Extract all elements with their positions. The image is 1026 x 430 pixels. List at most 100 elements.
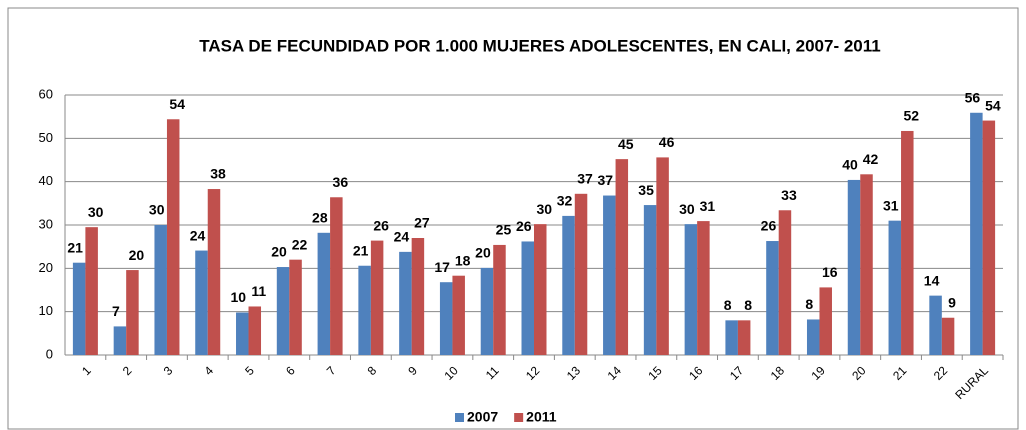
y-tick-label: 40 bbox=[39, 173, 53, 188]
data-label: 54 bbox=[985, 97, 1001, 113]
x-tick-label: 14 bbox=[605, 363, 625, 383]
x-tick-label: 4 bbox=[201, 363, 216, 378]
legend-swatch bbox=[514, 413, 524, 422]
bar bbox=[113, 326, 127, 355]
data-label: 20 bbox=[129, 247, 145, 263]
x-tick-label: 13 bbox=[564, 363, 584, 383]
bar bbox=[941, 317, 955, 355]
y-tick-label: 20 bbox=[39, 260, 53, 275]
data-label: 46 bbox=[659, 134, 675, 150]
bar bbox=[248, 306, 262, 355]
bar bbox=[603, 195, 616, 355]
data-label: 7 bbox=[112, 303, 120, 319]
bar bbox=[154, 225, 167, 355]
x-tick-label: 1 bbox=[79, 363, 94, 378]
legend-swatch bbox=[455, 413, 464, 422]
y-tick-label: 0 bbox=[46, 346, 53, 361]
bar bbox=[72, 262, 86, 355]
bar bbox=[289, 259, 302, 355]
data-label: 21 bbox=[353, 242, 369, 258]
data-label: 54 bbox=[169, 96, 185, 112]
data-label: 32 bbox=[557, 193, 573, 209]
bar bbox=[330, 197, 343, 355]
data-label: 27 bbox=[414, 215, 430, 231]
data-label: 8 bbox=[724, 297, 732, 313]
bar bbox=[562, 215, 575, 355]
bar bbox=[697, 221, 710, 355]
bar bbox=[970, 112, 983, 356]
x-tick-label: 12 bbox=[523, 363, 543, 383]
data-label: 37 bbox=[577, 171, 593, 187]
bar bbox=[656, 157, 669, 355]
data-label: 31 bbox=[700, 198, 716, 214]
data-label: 10 bbox=[230, 289, 246, 305]
bar bbox=[521, 241, 534, 355]
bar bbox=[439, 282, 453, 355]
bar bbox=[236, 312, 249, 355]
y-tick-label: 60 bbox=[39, 86, 53, 101]
data-label: 26 bbox=[761, 218, 777, 234]
x-tick-label: 3 bbox=[161, 363, 176, 378]
y-tick-label: 50 bbox=[39, 130, 53, 145]
x-tick-label: 9 bbox=[405, 363, 420, 378]
bar bbox=[725, 320, 738, 355]
data-label: 37 bbox=[598, 172, 614, 188]
legend-label: 2007 bbox=[467, 409, 498, 425]
bar bbox=[982, 120, 996, 355]
data-label: 35 bbox=[638, 182, 654, 198]
data-label: 18 bbox=[455, 252, 471, 268]
bar bbox=[778, 210, 792, 355]
bar bbox=[684, 224, 698, 355]
data-label: 20 bbox=[475, 245, 491, 261]
x-tick-label: 6 bbox=[283, 363, 298, 378]
bar bbox=[358, 265, 371, 355]
bar bbox=[207, 189, 221, 355]
bar bbox=[888, 220, 902, 355]
bar bbox=[534, 224, 547, 355]
bar bbox=[766, 241, 779, 355]
bar bbox=[452, 275, 465, 355]
data-label: 28 bbox=[312, 210, 328, 226]
data-label: 24 bbox=[394, 229, 410, 245]
data-label: 21 bbox=[67, 239, 83, 255]
data-label: 11 bbox=[251, 283, 266, 299]
bar bbox=[737, 320, 751, 355]
bar bbox=[126, 270, 139, 355]
bar bbox=[819, 287, 832, 355]
x-tick-label: 21 bbox=[890, 363, 910, 383]
data-label: 38 bbox=[210, 166, 226, 182]
data-label: 52 bbox=[904, 108, 920, 124]
data-label: 25 bbox=[496, 222, 512, 238]
bar bbox=[615, 159, 629, 355]
x-tick-label: 20 bbox=[849, 363, 869, 383]
bar bbox=[166, 119, 180, 356]
data-label: 30 bbox=[679, 201, 695, 217]
x-tick-label: RURAL bbox=[952, 363, 991, 402]
x-tick-label: 22 bbox=[931, 363, 951, 383]
legend-label: 2011 bbox=[526, 409, 557, 425]
bar bbox=[643, 205, 657, 355]
data-label: 30 bbox=[149, 202, 165, 218]
data-label: 20 bbox=[271, 244, 287, 260]
bar bbox=[276, 267, 290, 355]
chart-frame bbox=[7, 7, 1019, 430]
data-label: 30 bbox=[88, 204, 104, 220]
bar bbox=[860, 174, 873, 355]
data-label: 56 bbox=[965, 89, 981, 105]
y-tick-label: 30 bbox=[39, 216, 53, 231]
bar bbox=[399, 251, 412, 355]
bar bbox=[195, 250, 208, 355]
x-tick-label: 17 bbox=[727, 363, 747, 383]
data-label: 9 bbox=[948, 294, 956, 310]
x-tick-label: 8 bbox=[365, 363, 380, 378]
data-label: 40 bbox=[842, 157, 858, 173]
x-tick-label: 10 bbox=[441, 363, 461, 383]
x-tick-label: 15 bbox=[645, 363, 665, 383]
data-label: 14 bbox=[924, 272, 940, 288]
x-tick-label: 5 bbox=[242, 363, 257, 378]
data-label: 33 bbox=[781, 187, 797, 203]
x-tick-label: 18 bbox=[768, 363, 788, 383]
bar bbox=[806, 319, 820, 355]
bar bbox=[480, 267, 494, 355]
data-label: 31 bbox=[883, 197, 899, 213]
